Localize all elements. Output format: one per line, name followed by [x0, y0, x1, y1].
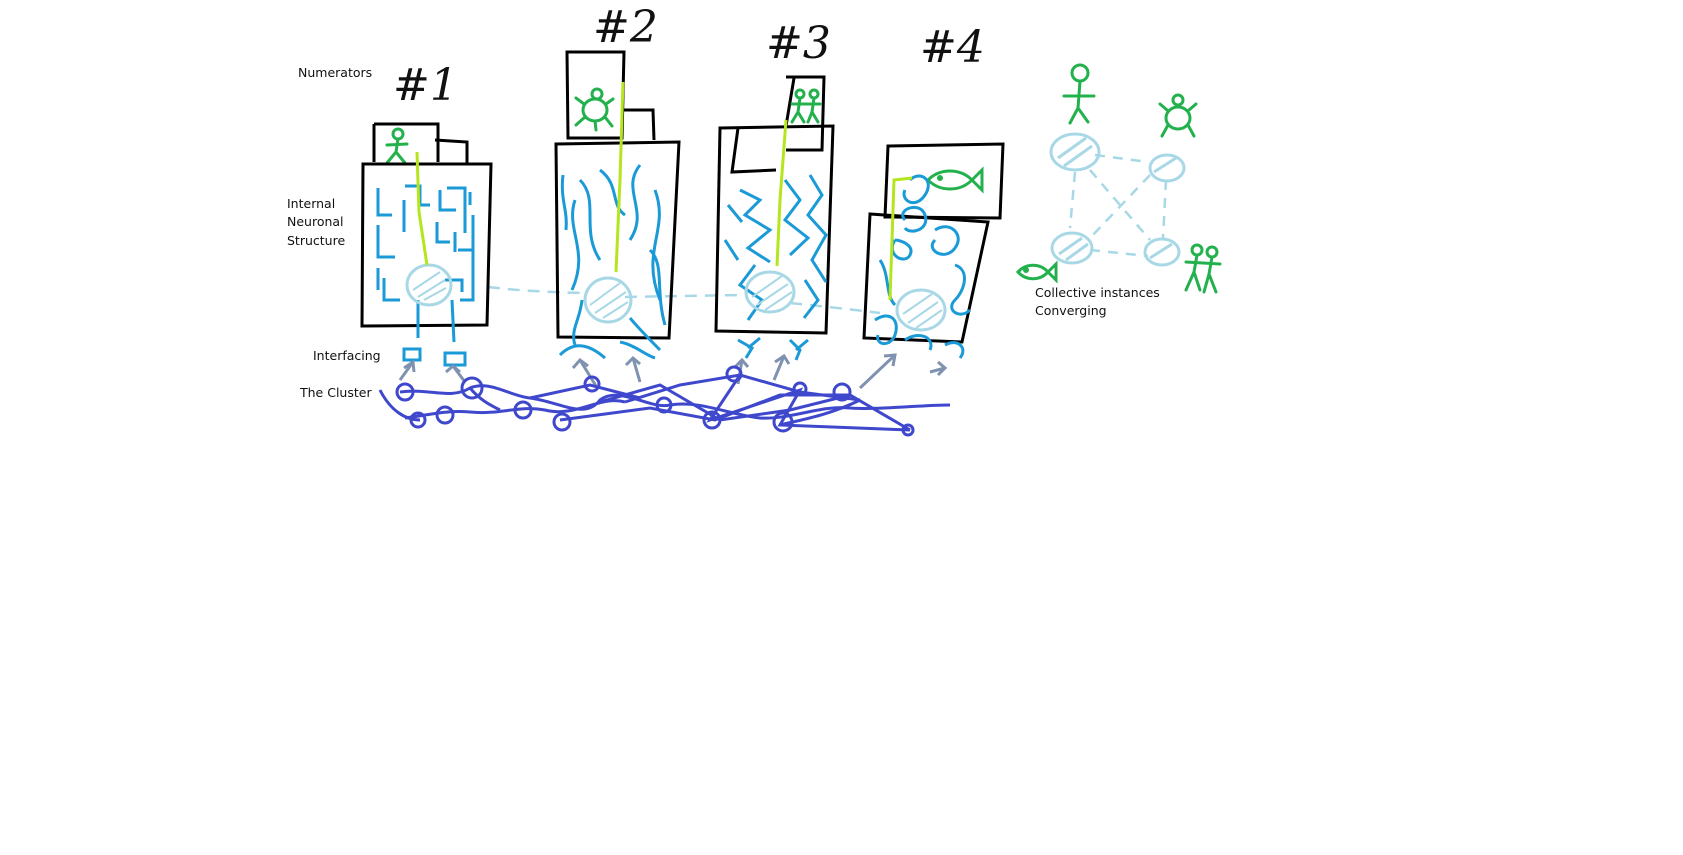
core-hatch-1 [412, 271, 447, 301]
instance-1 [360, 122, 493, 383]
core-hatch-2 [589, 282, 629, 319]
core-hatch-3 [751, 275, 793, 311]
collective-stick-figure-icon [1062, 63, 1096, 125]
collective-two-figures-icon [1184, 243, 1222, 294]
thread-3 [775, 119, 788, 267]
core-4 [895, 288, 947, 332]
core-hatch-4 [902, 293, 943, 329]
thread-1 [415, 151, 429, 266]
instance-number-2: #2 [593, 2, 658, 53]
neuron-box-2 [554, 140, 681, 340]
interface-arrows-1 [398, 359, 467, 383]
instance-3 [714, 75, 835, 385]
stick-figure-icon [385, 127, 409, 165]
numerator-box-4 [883, 142, 1005, 220]
collective-turtle-icon [1158, 93, 1198, 138]
collective-links [1068, 153, 1168, 258]
numerator-box-1 [372, 122, 469, 164]
label-structure: Structure [287, 233, 345, 248]
neuronal-structure-3 [723, 174, 828, 321]
neuronal-structure-1 [376, 184, 475, 343]
neuron-box-4 [862, 212, 990, 344]
core-3 [744, 270, 796, 314]
instance-2 [554, 50, 681, 387]
instance-number-1: #1 [393, 60, 458, 111]
core-links [487, 285, 881, 315]
cluster-network [378, 365, 951, 437]
thread-2 [614, 81, 625, 273]
instance-4 [858, 142, 1005, 390]
two-figures-icon [790, 88, 822, 124]
core-2 [583, 276, 633, 324]
neuronal-structure-4 [874, 174, 972, 359]
fish-icon [925, 166, 984, 194]
numerator-box-3 [784, 75, 826, 152]
collective-fish-icon [1015, 260, 1058, 284]
label-numerators: Numerators [298, 65, 372, 80]
instance-number-4: #4 [920, 22, 985, 73]
neuronal-structure-2 [558, 164, 667, 360]
instance-number-3: #3 [766, 18, 831, 69]
collective-nodes [1049, 132, 1186, 267]
thread-4 [888, 176, 913, 301]
label-collective-instances: Collective instances [1035, 285, 1160, 300]
label-neuronal: Neuronal [287, 214, 344, 229]
neuron-box-1 [360, 162, 493, 328]
interface-arrows-2 [571, 355, 642, 387]
interface-connectors-1 [402, 347, 467, 367]
label-converging: Converging [1035, 303, 1107, 318]
turtle-icon [574, 87, 615, 132]
interface-arrows-4 [858, 353, 948, 390]
interface-claws-3 [737, 336, 809, 361]
label-internal: Internal [287, 196, 335, 211]
label-the-cluster: The Cluster [299, 385, 372, 400]
core-1 [405, 263, 453, 307]
collective-instances [1015, 63, 1222, 294]
label-interfacing: Interfacing [313, 348, 381, 363]
neuron-box-3 [714, 124, 835, 335]
